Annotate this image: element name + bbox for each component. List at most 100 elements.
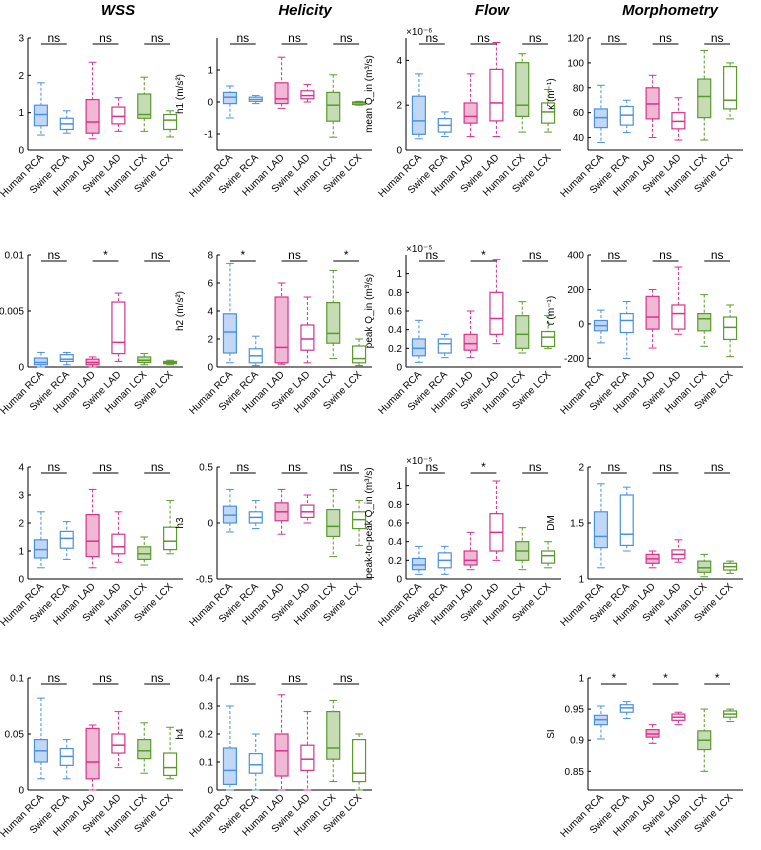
box-1 [59, 354, 74, 362]
y-tick-label: 100 [567, 58, 584, 69]
significance-label: ns [711, 460, 724, 474]
box-3 [489, 68, 504, 122]
significance-label: ns [47, 671, 60, 685]
y-tick-label: 0.01 [5, 251, 25, 262]
box-0 [222, 91, 237, 105]
y-axis-label: peak Q_in (m³/s) [364, 274, 375, 348]
y-axis-label: peak-to-peak Q_in (m³/s) [364, 467, 375, 578]
significance-label: ns [340, 31, 353, 45]
y-tick-label: 0.005 [0, 307, 24, 318]
box-0 [33, 357, 48, 366]
box-2 [274, 733, 289, 777]
significance-label: ns [711, 31, 724, 45]
y-axis-label: τ̄ (m⁻¹) [546, 296, 557, 326]
box-5 [352, 738, 367, 783]
column-title-wss: WSS [101, 2, 135, 19]
box-0 [33, 104, 48, 127]
y-tick-label: 6 [207, 279, 213, 290]
box-5 [541, 330, 556, 348]
axis-exponent-label: ×10⁻⁵ [406, 456, 432, 467]
y-tick-label: 1 [396, 481, 402, 492]
y-tick-label: 120 [567, 34, 584, 45]
panel-p2pq: 0 0.2 0.4 0.6 0.8 1 ×10⁻⁵ peak-to-peak Q_in (m³… [364, 456, 561, 629]
box-0 [593, 511, 608, 549]
significance-label: ns [151, 671, 164, 685]
box-1 [619, 494, 634, 547]
y-tick-label: 2 [396, 101, 402, 112]
axis-exponent-label: ×10⁻⁶ [406, 27, 432, 38]
box-1 [437, 338, 452, 354]
y-tick-label: 80 [573, 83, 585, 94]
significance-label: ns [607, 31, 620, 45]
box-4 [137, 738, 152, 760]
y-tick-label: 0.8 [388, 288, 402, 299]
y-axis-label: DM [546, 515, 557, 531]
significance-label: * [663, 671, 668, 685]
y-tick-label: 2 [18, 519, 24, 530]
box-3 [111, 106, 126, 125]
box-3 [111, 301, 126, 355]
significance-label: ns [425, 460, 438, 474]
box-3 [300, 324, 315, 351]
significance-label: ns [47, 460, 60, 474]
y-tick-label: 0.6 [388, 307, 402, 318]
column-title-morphometry: Morphometry [622, 2, 718, 19]
box-5 [723, 66, 738, 110]
box-4 [326, 710, 341, 760]
box-0 [411, 95, 426, 135]
significance-label: * [344, 248, 349, 262]
y-tick-label: 4 [396, 56, 402, 67]
y-tick-label: 2 [18, 71, 24, 82]
y-tick-label: 60 [573, 108, 585, 119]
significance-label: * [611, 671, 616, 685]
box-0 [222, 313, 237, 354]
box-4 [515, 62, 530, 117]
significance-label: ns [607, 460, 620, 474]
box-5 [723, 316, 738, 341]
y-tick-label: 0 [396, 575, 402, 586]
significance-label: ns [99, 31, 112, 45]
significance-label: ns [477, 31, 490, 45]
box-2 [463, 333, 478, 351]
y-tick-label: 200 [567, 285, 584, 296]
y-tick-label: 3 [18, 34, 24, 45]
significance-label: ns [529, 460, 542, 474]
y-tick-label: 0.8 [388, 500, 402, 511]
box-4 [697, 78, 712, 119]
box-4 [326, 302, 341, 344]
significance-label: ns [340, 671, 353, 685]
y-axis-label: h2 (m/s²) [175, 291, 186, 331]
significance-label: ns [340, 460, 353, 474]
y-tick-label: 0 [207, 363, 213, 374]
y-tick-label: 0 [207, 98, 213, 109]
y-tick-label: 0.4 [388, 325, 402, 336]
y-tick-label: 0.05 [5, 730, 25, 741]
box-3 [111, 733, 126, 754]
significance-label: ns [47, 248, 60, 262]
y-tick-label: 0.5 [199, 463, 213, 474]
y-tick-label: 0 [396, 146, 402, 157]
significance-label: ns [236, 671, 249, 685]
box-0 [411, 557, 426, 571]
box-2 [274, 296, 289, 364]
box-5 [163, 526, 178, 551]
significance-label: ns [288, 248, 301, 262]
y-axis-label: mean Q_in (m³/s) [364, 55, 375, 133]
significance-label: ns [151, 31, 164, 45]
box-3 [671, 304, 686, 330]
box-3 [300, 90, 315, 100]
y-tick-label: 0.9 [570, 736, 584, 747]
y-axis-label: SI [546, 729, 557, 738]
significance-label: ns [151, 460, 164, 474]
